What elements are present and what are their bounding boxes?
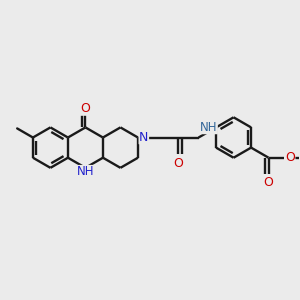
- Text: NH: NH: [77, 166, 94, 178]
- Text: NH: NH: [200, 121, 217, 134]
- Text: N: N: [139, 131, 148, 144]
- Text: O: O: [285, 151, 295, 164]
- Text: O: O: [80, 102, 90, 115]
- Text: O: O: [264, 176, 274, 189]
- Text: O: O: [173, 157, 183, 169]
